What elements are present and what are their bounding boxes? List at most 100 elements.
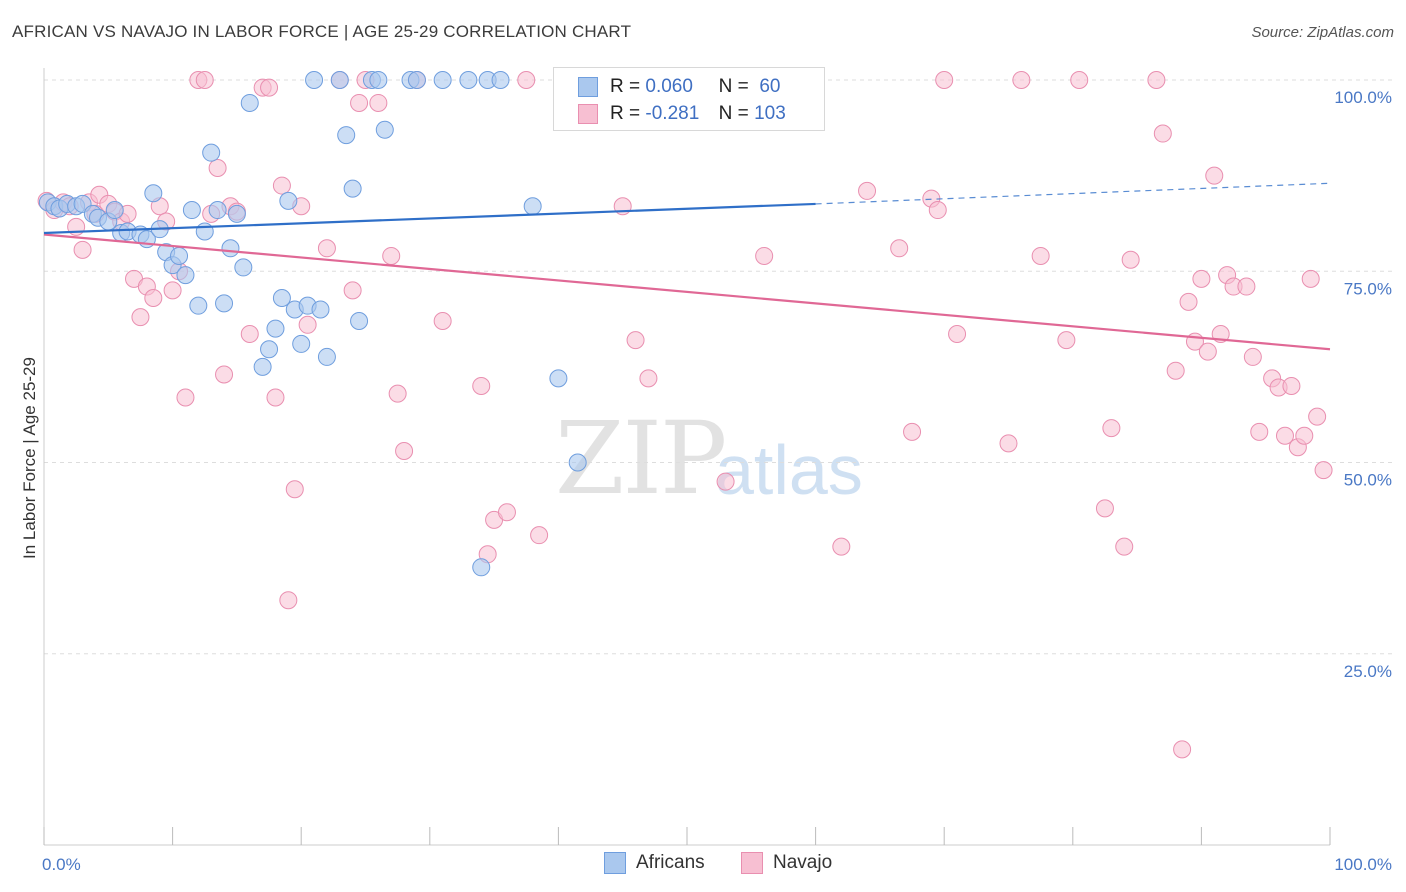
navajo-point	[1237, 277, 1256, 296]
africans-swatch	[604, 852, 626, 874]
navajo-point	[395, 442, 414, 461]
navajo-point	[163, 281, 182, 300]
navajo-point	[208, 158, 227, 177]
africans-point	[311, 300, 330, 319]
legend-row-navajo: R = -0.281 N = 103	[578, 101, 786, 127]
navajo-point	[890, 239, 909, 258]
navajo-point	[832, 537, 851, 556]
navajo-point	[948, 324, 967, 343]
navajo-point	[215, 365, 234, 384]
africans-point	[491, 71, 510, 89]
x-tick-label: 100.0%	[1334, 855, 1392, 874]
africans-point	[407, 71, 426, 89]
chart-title: AFRICAN VS NAVAJO IN LABOR FORCE | AGE 2…	[12, 22, 632, 41]
navajo-point	[285, 480, 304, 499]
navajo-point	[1192, 269, 1211, 288]
navajo-point	[1102, 419, 1121, 438]
y-tick-label: 50.0%	[1344, 471, 1392, 490]
legend-n-label: N =	[718, 103, 749, 124]
africans-point	[568, 453, 587, 472]
navajo-point	[928, 201, 947, 220]
navajo-point	[1295, 426, 1314, 445]
legend-row-africans: R = 0.060 N = 60	[578, 74, 780, 100]
africans-point	[317, 347, 336, 366]
legend-label-navajo: Navajo	[773, 852, 833, 873]
africans-point	[330, 71, 349, 89]
navajo-point	[497, 503, 516, 522]
legend-n-label: N =	[718, 76, 749, 97]
africans-point	[240, 93, 259, 112]
stats-legend: R = 0.060 N = 60 R = -0.281 N = 103	[553, 67, 825, 131]
navajo-point	[903, 422, 922, 441]
legend-item-africans[interactable]: Africans	[604, 852, 705, 874]
africans-point	[221, 239, 240, 258]
navajo-point	[1243, 347, 1262, 366]
legend-label-africans: Africans	[636, 852, 705, 873]
navajo-point	[73, 240, 92, 259]
africans-point	[227, 204, 246, 223]
navajo-point	[1314, 461, 1333, 480]
navajo-point	[1198, 342, 1217, 361]
navajo-point	[1121, 250, 1140, 269]
navajo-swatch	[578, 104, 598, 124]
africans-point	[523, 197, 542, 216]
navajo-point	[317, 239, 336, 258]
navajo-point	[626, 331, 645, 350]
navajo-point	[1095, 499, 1114, 518]
navajo-point	[433, 311, 452, 330]
navajo-point	[260, 78, 279, 97]
navajo-point	[266, 388, 285, 407]
africans-point	[253, 357, 272, 376]
africans-point	[272, 289, 291, 308]
navajo-point	[1012, 71, 1031, 89]
africans-point	[176, 266, 195, 285]
africans-trend-line	[43, 202, 816, 235]
legend-item-navajo[interactable]: Navajo	[741, 852, 832, 874]
navajo-point	[517, 71, 536, 89]
africans-point	[215, 294, 234, 313]
navajo-point	[1173, 740, 1192, 759]
navajo-point	[755, 246, 774, 265]
navajo-points	[37, 71, 1333, 759]
africans-point	[350, 311, 369, 330]
navajo-point	[1070, 71, 1089, 89]
navajo-point	[240, 324, 259, 343]
africans-trend-extension	[815, 182, 1331, 205]
x-tick-label: 0.0%	[42, 855, 81, 874]
navajo-point	[1275, 426, 1294, 445]
bottom-legend: Africans Navajo	[0, 852, 1406, 878]
africans-point	[144, 184, 163, 203]
navajo-point	[388, 384, 407, 403]
africans-point	[433, 71, 452, 89]
africans-point	[234, 258, 253, 277]
africans-point	[202, 143, 221, 162]
legend-r-value: 0.060	[645, 76, 693, 97]
navajo-point	[1301, 269, 1320, 288]
africans-point	[182, 201, 201, 220]
navajo-point	[1031, 246, 1050, 265]
africans-point	[266, 319, 285, 338]
africans-point	[375, 120, 394, 139]
navajo-point	[1282, 377, 1301, 395]
grid-lines	[44, 79, 1392, 655]
africans-point	[170, 246, 189, 265]
africans-point	[305, 71, 324, 89]
navajo-point	[716, 472, 735, 491]
watermark-atlas: atlas	[715, 431, 863, 509]
africans-point	[260, 340, 279, 359]
axes	[43, 68, 1331, 846]
navajo-point	[1153, 124, 1172, 143]
navajo-point	[1147, 71, 1166, 89]
navajo-point	[1115, 537, 1134, 556]
africans-points	[38, 71, 825, 577]
africans-swatch	[578, 77, 598, 97]
africans-point	[337, 126, 356, 145]
navajo-point	[350, 93, 369, 112]
navajo-point	[144, 289, 163, 308]
navajo-point	[298, 315, 317, 334]
navajo-point	[1250, 422, 1269, 441]
tick-labels: 25.0% 50.0% 75.0% 100.0% 0.0% 100.0%	[42, 88, 1392, 874]
navajo-point	[1166, 361, 1185, 380]
source-label: Source: ZipAtlas.com	[1251, 24, 1394, 41]
trend-lines	[43, 182, 1331, 351]
